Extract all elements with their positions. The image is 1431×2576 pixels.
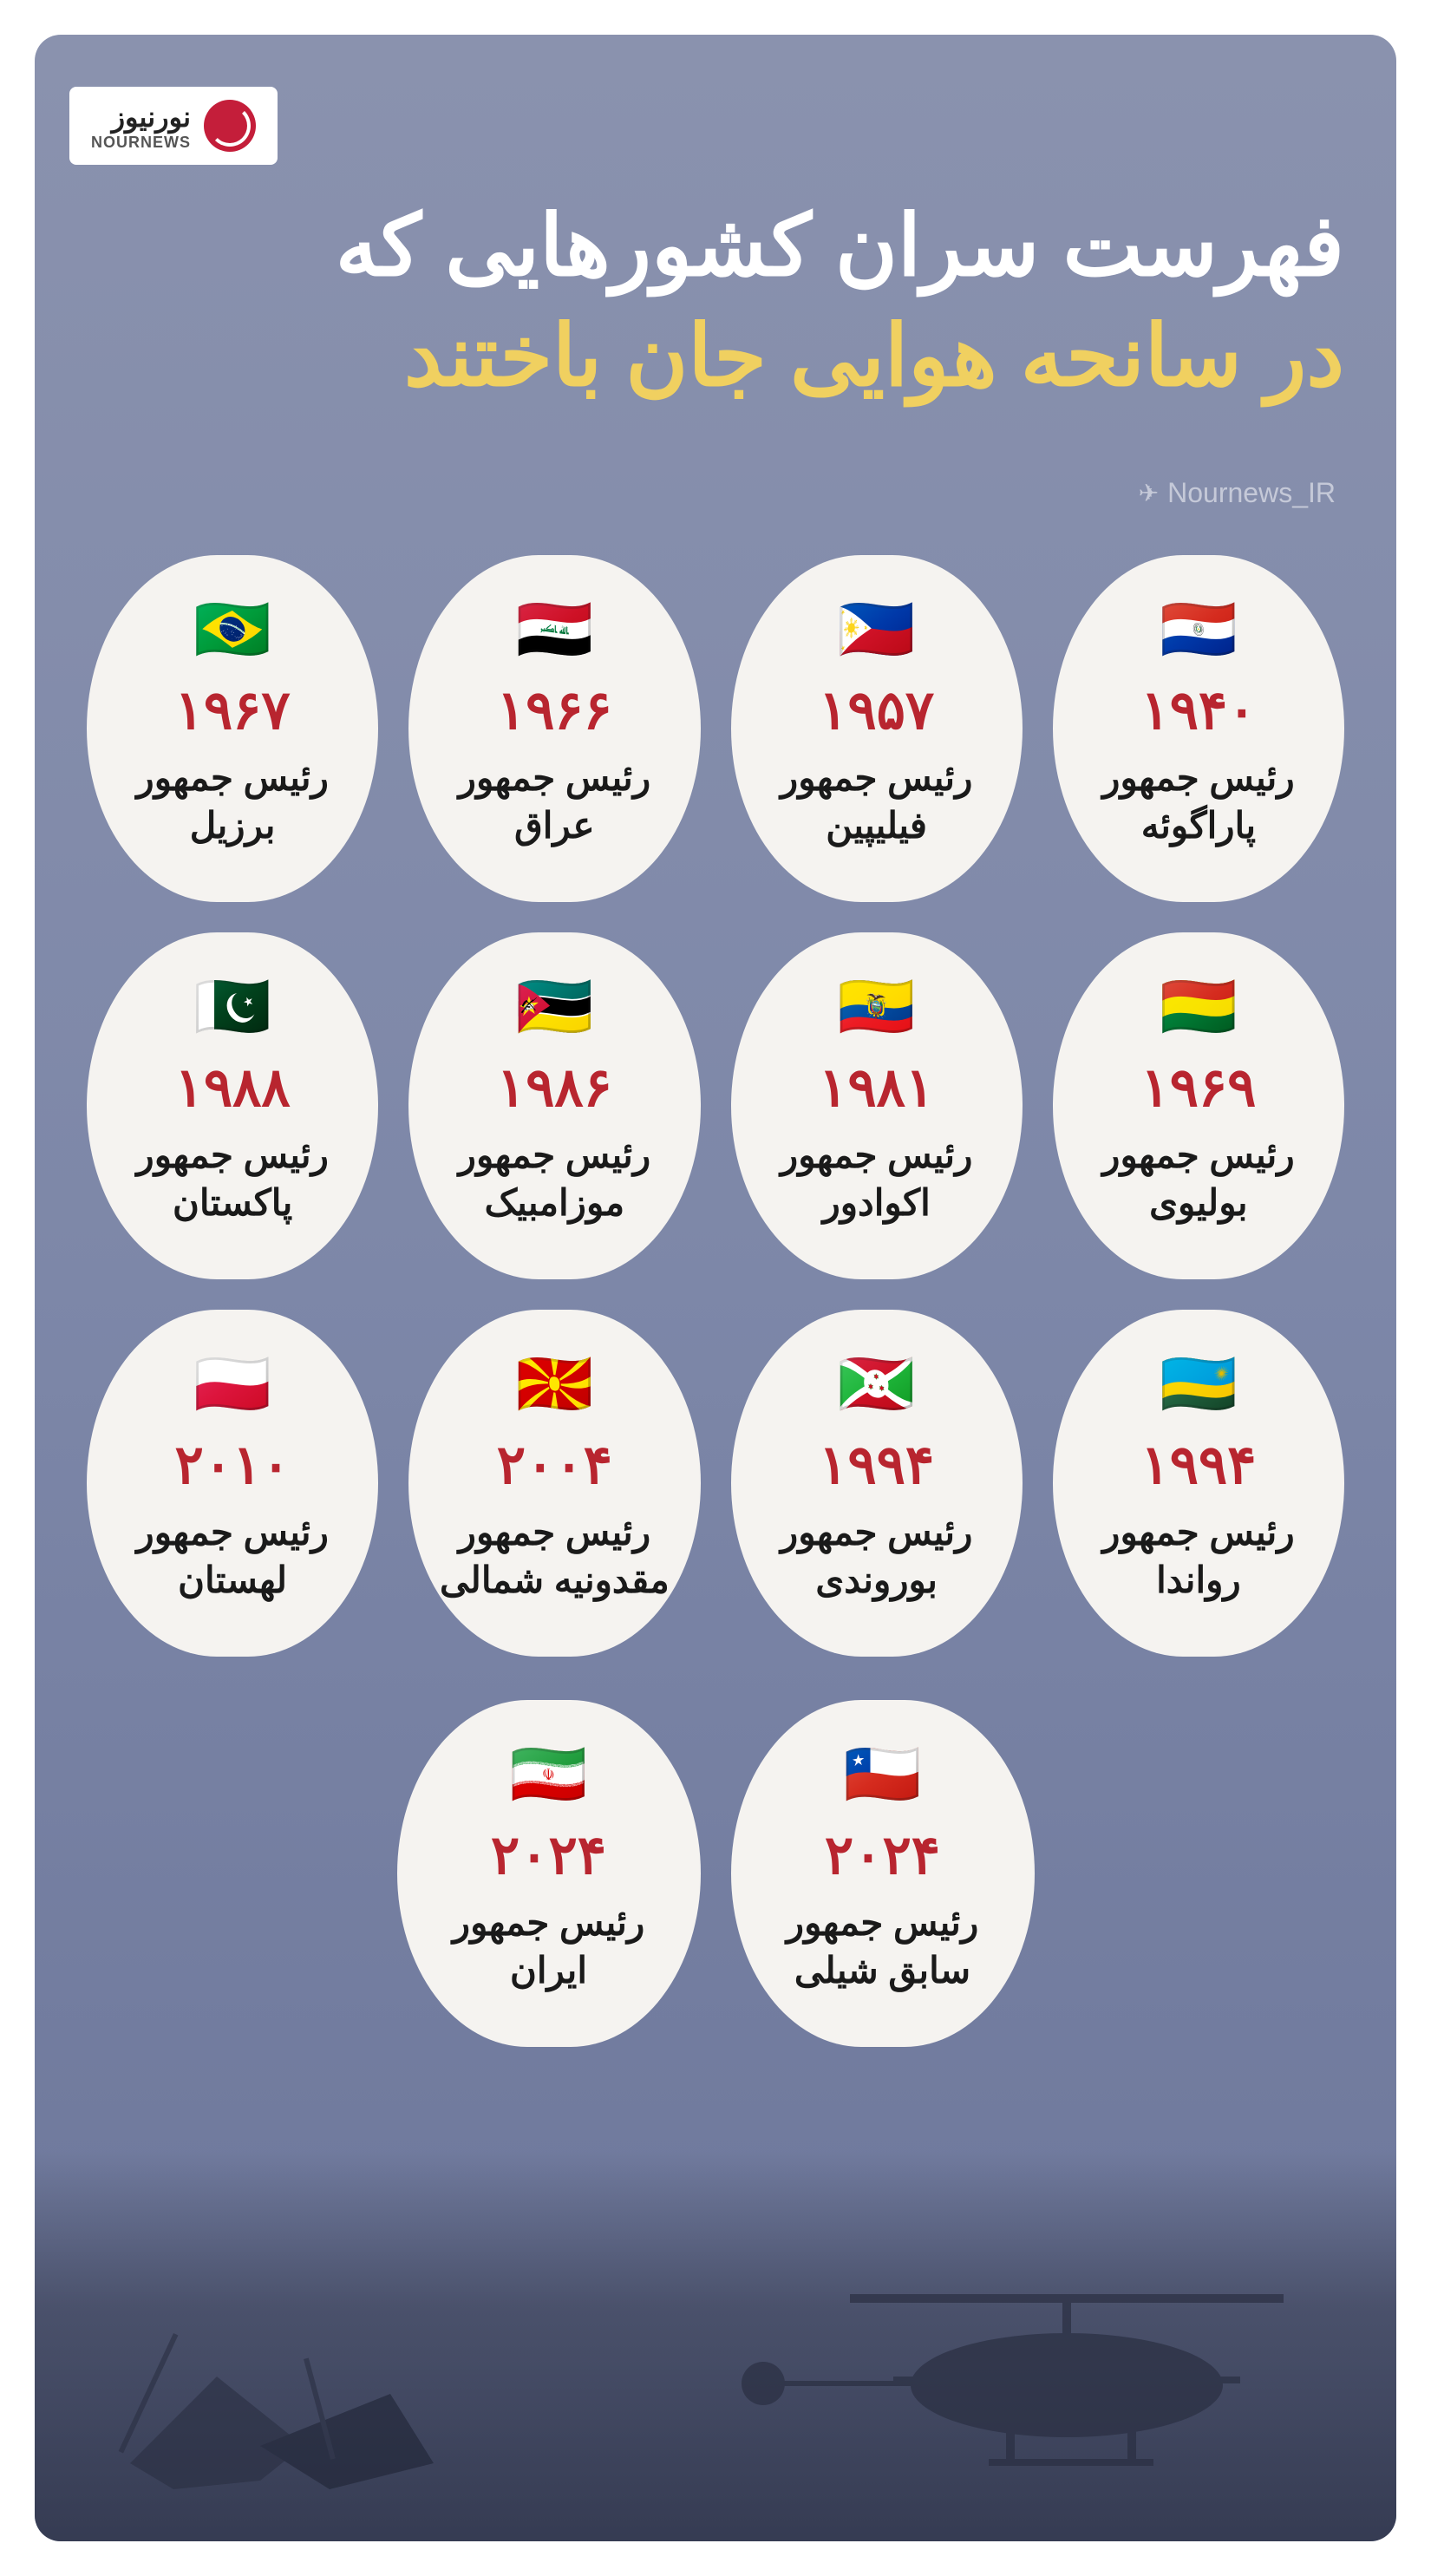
flag-icon: 🇲🇰 [516,1353,594,1415]
title-line-1: فهرست سران کشورهایی که [87,191,1344,301]
entry-card-1: 🇵🇭 ۱۹۵۷ رئیس جمهورفیلیپین [731,555,1023,902]
year-label: ۱۹۶۷ [175,678,291,742]
last-row: 🇨🇱 ۲۰۲۴ رئیس جمهورسابق شیلی 🇮🇷 ۲۰۲۴ رئیس جمهو… [35,1700,1396,2047]
wreckage-icon [87,2290,520,2507]
country-title: رئیس جمهورایران [453,1899,644,1994]
flag-icon: 🇵🇾 [1160,598,1238,661]
year-label: ۱۹۴۰ [1140,678,1256,742]
telegram-text: Nournews_IR [1167,477,1336,509]
year-label: ۱۹۸۶ [497,1056,612,1119]
flag-icon: 🇪🇨 [838,976,916,1038]
flag-icon: 🇧🇮 [838,1353,916,1415]
country-title: رئیس جمهورفیلیپین [781,755,972,849]
title-line-2: در سانحه هوایی جان باختند [87,301,1344,411]
country-title: رئیس جمهورپاراگوئه [1102,755,1294,849]
logo-english: NOURNEWS [91,134,191,152]
infographic-container: نورنیوز NOURNEWS فهرست سران کشورهایی که … [0,0,1431,2576]
logo: نورنیوز NOURNEWS [69,87,278,165]
year-label: ۱۹۹۴ [1140,1433,1256,1496]
entry-card-3: 🇧🇷 ۱۹۶۷ رئیس جمهوربرزیل [87,555,378,902]
year-label: ۲۰۰۴ [497,1433,612,1496]
year-label: ۱۹۵۷ [819,678,934,742]
year-label: ۱۹۶۶ [497,678,612,742]
year-label: ۲۰۲۴ [825,1823,940,1886]
flag-icon: 🇧🇴 [1160,976,1238,1038]
title-section: فهرست سران کشورهایی که در سانحه هوایی جا… [87,191,1344,412]
entries-grid: 🇵🇾 ۱۹۴۰ رئیس جمهورپاراگوئه 🇵🇭 ۱۹۵۷ رئیس جمهور… [87,555,1344,1657]
country-title: رئیس جمهورپاکستان [136,1132,328,1226]
background: نورنیوز NOURNEWS فهرست سران کشورهایی که … [35,35,1396,2541]
country-title: رئیس جمهوربولیوی [1102,1132,1294,1226]
entry-card-6: 🇲🇿 ۱۹۸۶ رئیس جمهورموزامبیک [408,932,700,1279]
helicopter-background [35,2151,1396,2541]
flag-icon: 🇷🇼 [1160,1353,1238,1415]
logo-icon [204,100,256,152]
telegram-handle: ✈ Nournews_IR [1139,477,1336,509]
year-label: ۱۹۹۴ [819,1433,934,1496]
year-label: ۱۹۸۸ [175,1056,291,1119]
flag-icon: 🇮🇶 [516,598,594,661]
country-title: رئیس جمهوررواندا [1102,1509,1294,1604]
entry-card-4: 🇧🇴 ۱۹۶۹ رئیس جمهوربولیوی [1053,932,1344,1279]
entry-card-8: 🇷🇼 ۱۹۹۴ رئیس جمهوررواندا [1053,1310,1344,1657]
entry-card-7: 🇵🇰 ۱۹۸۸ رئیس جمهورپاکستان [87,932,378,1279]
year-label: ۲۰۲۴ [491,1823,606,1886]
logo-text: نورنیوز NOURNEWS [91,101,191,152]
helicopter-icon [720,2229,1327,2489]
country-title: رئیس جمهورلهستان [136,1509,328,1604]
flag-icon: 🇵🇭 [838,598,916,661]
entry-card-11: 🇵🇱 ۲۰۱۰ رئیس جمهورلهستان [87,1310,378,1657]
last-card-0: 🇨🇱 ۲۰۲۴ رئیس جمهورسابق شیلی [731,1700,1035,2047]
flag-icon: 🇵🇰 [193,976,271,1038]
flag-icon: 🇵🇱 [193,1353,271,1415]
entry-card-10: 🇲🇰 ۲۰۰۴ رئیس جمهورمقدونیه شمالی [408,1310,700,1657]
country-title: رئیس جمهوربرزیل [136,755,328,849]
last-card-1: 🇮🇷 ۲۰۲۴ رئیس جمهورایران [397,1700,701,2047]
flag-icon: 🇮🇷 [510,1743,588,1806]
country-title: رئیس جمهوراکوادور [781,1132,972,1226]
flag-icon: 🇲🇿 [516,976,594,1038]
country-title: رئیس جمهورسابق شیلی [787,1899,978,1994]
entry-card-0: 🇵🇾 ۱۹۴۰ رئیس جمهورپاراگوئه [1053,555,1344,902]
year-label: ۲۰۱۰ [175,1433,291,1496]
year-label: ۱۹۶۹ [1140,1056,1256,1119]
country-title: رئیس جمهوربوروندی [781,1509,972,1604]
logo-persian: نورنیوز [112,101,191,134]
country-title: رئیس جمهورمقدونیه شمالی [440,1509,670,1604]
flag-icon: 🇨🇱 [844,1743,922,1806]
flag-icon: 🇧🇷 [193,598,271,661]
entry-card-5: 🇪🇨 ۱۹۸۱ رئیس جمهوراکوادور [731,932,1023,1279]
year-label: ۱۹۸۱ [819,1056,934,1119]
telegram-icon: ✈ [1139,479,1159,507]
entry-card-2: 🇮🇶 ۱۹۶۶ رئیس جمهورعراق [408,555,700,902]
country-title: رئیس جمهورعراق [459,755,650,849]
country-title: رئیس جمهورموزامبیک [459,1132,650,1226]
entry-card-9: 🇧🇮 ۱۹۹۴ رئیس جمهوربوروندی [731,1310,1023,1657]
